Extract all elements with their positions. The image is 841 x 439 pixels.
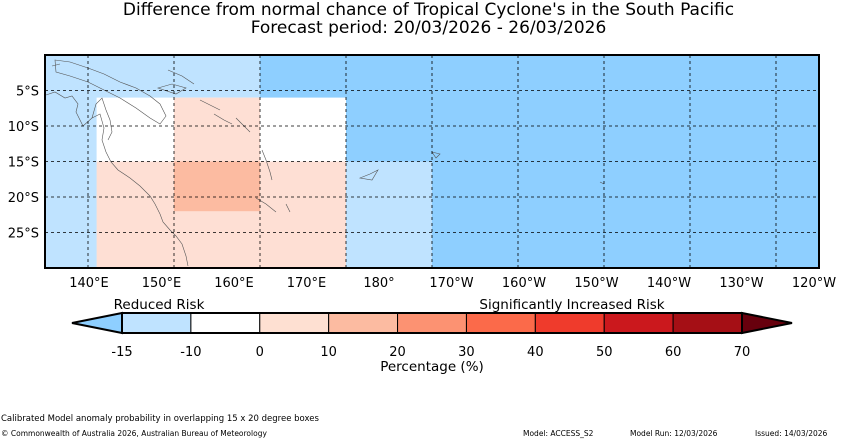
lon-label-0: 140°E — [69, 276, 109, 291]
colorbar-ticks: -15 -10 0 10 20 30 40 50 60 70 — [111, 345, 750, 360]
lon-label-10: 120°W — [792, 276, 836, 291]
map-frame — [44, 54, 820, 269]
coastline — [45, 59, 605, 267]
forecast-period: Forecast period: 20/03/2026 - 26/03/2026 — [250, 18, 607, 38]
lon-label-4: 180° — [363, 276, 394, 291]
increased-risk-label: Significantly Increased Risk — [479, 297, 664, 313]
colorbar-axis-label: Percentage (%) — [380, 359, 484, 375]
colorbar — [71, 311, 793, 335]
colorbar-tick-5: 30 — [458, 345, 475, 360]
colorbar-under-arrow — [71, 311, 123, 335]
lon-label-3: 170°E — [287, 276, 327, 291]
colorbar-tick-3: 10 — [320, 345, 337, 360]
lon-label-2: 160°E — [214, 276, 254, 291]
longitude-labels: 140°E 150°E 160°E 170°E 180° 170°W 160°W 150°W 1… — [69, 276, 836, 291]
lat-label-0: 5°S — [16, 85, 39, 100]
lon-label-6: 160°W — [502, 276, 546, 291]
colorbar-tick-9: 70 — [734, 345, 751, 360]
lon-label-1: 150°E — [142, 276, 182, 291]
lat-label-4: 25°S — [8, 227, 39, 242]
lat-label-2: 15°S — [8, 156, 39, 171]
footer-model: Model: ACCESS_S2 — [523, 429, 594, 438]
map-title: Difference from normal chance of Tropica… — [122, 0, 735, 20]
lon-label-8: 140°W — [647, 276, 691, 291]
colorbar-tick-2: 0 — [256, 345, 264, 360]
risk-cell-2 — [346, 161, 432, 268]
colorbar-tick-7: 50 — [596, 345, 613, 360]
lat-label-3: 20°S — [8, 191, 39, 206]
footer-copyright: © Commonwealth of Australia 2026, Austra… — [1, 429, 267, 438]
colorbar-segment-4 — [397, 312, 467, 334]
colorbar-tick-8: 60 — [665, 345, 682, 360]
graticule — [45, 55, 819, 268]
colorbar-segment-2 — [259, 312, 330, 334]
colorbar-segment-0 — [121, 312, 192, 334]
latitude-labels: 5°S 10°S 15°S 20°S 25°S — [8, 85, 39, 242]
colorbar-tick-1: -10 — [180, 345, 201, 360]
reduced-risk-label: Reduced Risk — [114, 297, 205, 313]
colorbar-segment-6 — [534, 312, 605, 334]
colorbar-tick-6: 40 — [527, 345, 544, 360]
colorbar-tick-0: -15 — [111, 345, 132, 360]
colorbar-segment-8 — [672, 312, 743, 334]
colorbar-segment-3 — [328, 312, 399, 334]
lon-label-5: 170°W — [429, 276, 473, 291]
footer-issued: Issued: 14/03/2026 — [755, 429, 828, 438]
colorbar-tick-4: 20 — [389, 345, 406, 360]
colorbar-segment-1 — [190, 312, 261, 334]
colorbar-segment-7 — [603, 312, 674, 334]
lon-label-7: 150°W — [574, 276, 618, 291]
colorbar-outline — [121, 312, 743, 334]
lat-label-1: 10°S — [8, 120, 39, 135]
risk-cell-6 — [174, 161, 260, 212]
colorbar-over-arrow — [741, 311, 793, 335]
colorbar-segment-5 — [465, 312, 536, 334]
footer-model-run: Model Run: 12/03/2026 — [630, 429, 718, 438]
footer-note: Calibrated Model anomaly probability in … — [1, 414, 319, 424]
lon-label-9: 130°W — [719, 276, 763, 291]
